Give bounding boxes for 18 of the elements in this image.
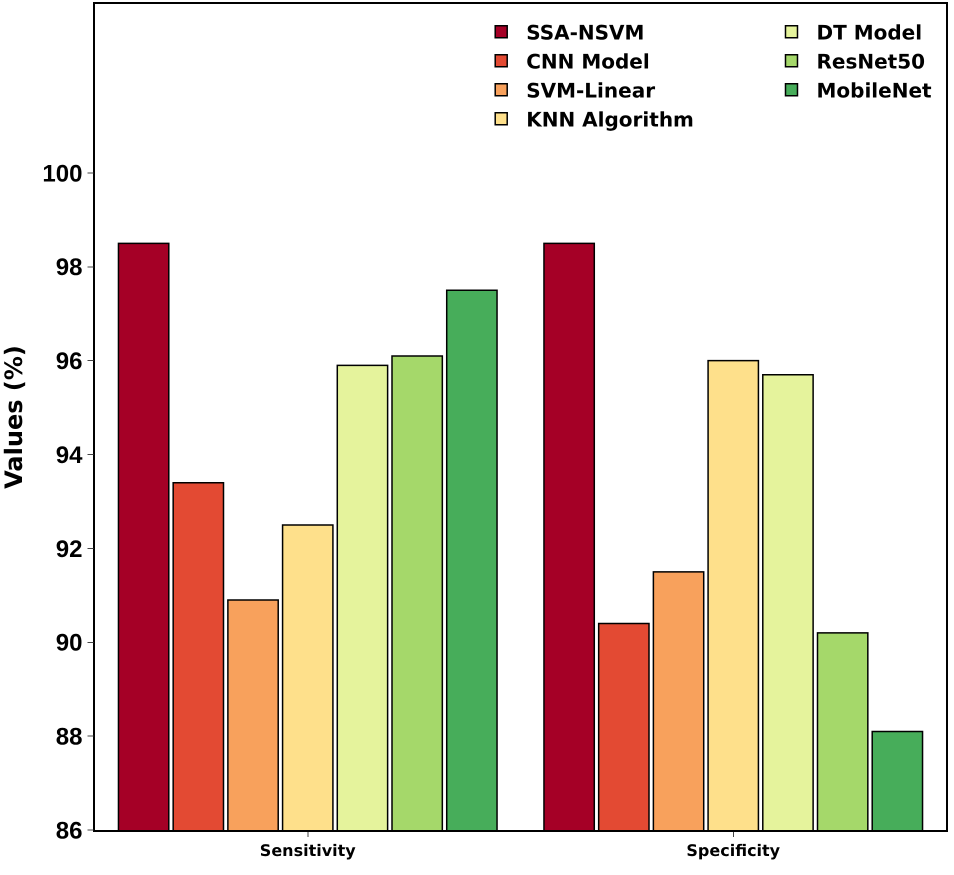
y-tick-label: 86 bbox=[56, 817, 82, 844]
x-tick-label: Specificity bbox=[686, 840, 781, 860]
legend-label: CNN Model bbox=[526, 50, 650, 74]
y-tick-label: 96 bbox=[56, 348, 82, 376]
y-tick-label: 94 bbox=[56, 442, 84, 469]
y-tick-label: 90 bbox=[56, 630, 82, 657]
legend-label: MobileNet bbox=[816, 78, 932, 103]
y-tick-label: 100 bbox=[42, 160, 82, 188]
y-tick-label: 98 bbox=[56, 254, 82, 282]
legend-label: KNN Algorithm bbox=[526, 108, 694, 132]
x-tick-label: Sensitivity bbox=[260, 840, 356, 860]
y-tick-label: 88 bbox=[56, 724, 82, 751]
legend-label: SVM-Linear bbox=[526, 78, 656, 103]
y-axis-title: Values (%) bbox=[0, 345, 28, 489]
legend-label: SSA-NSVM bbox=[526, 20, 644, 45]
legend-label: ResNet50 bbox=[816, 50, 926, 74]
y-tick-label: 92 bbox=[56, 536, 82, 563]
legend-label: DT Model bbox=[816, 20, 922, 45]
